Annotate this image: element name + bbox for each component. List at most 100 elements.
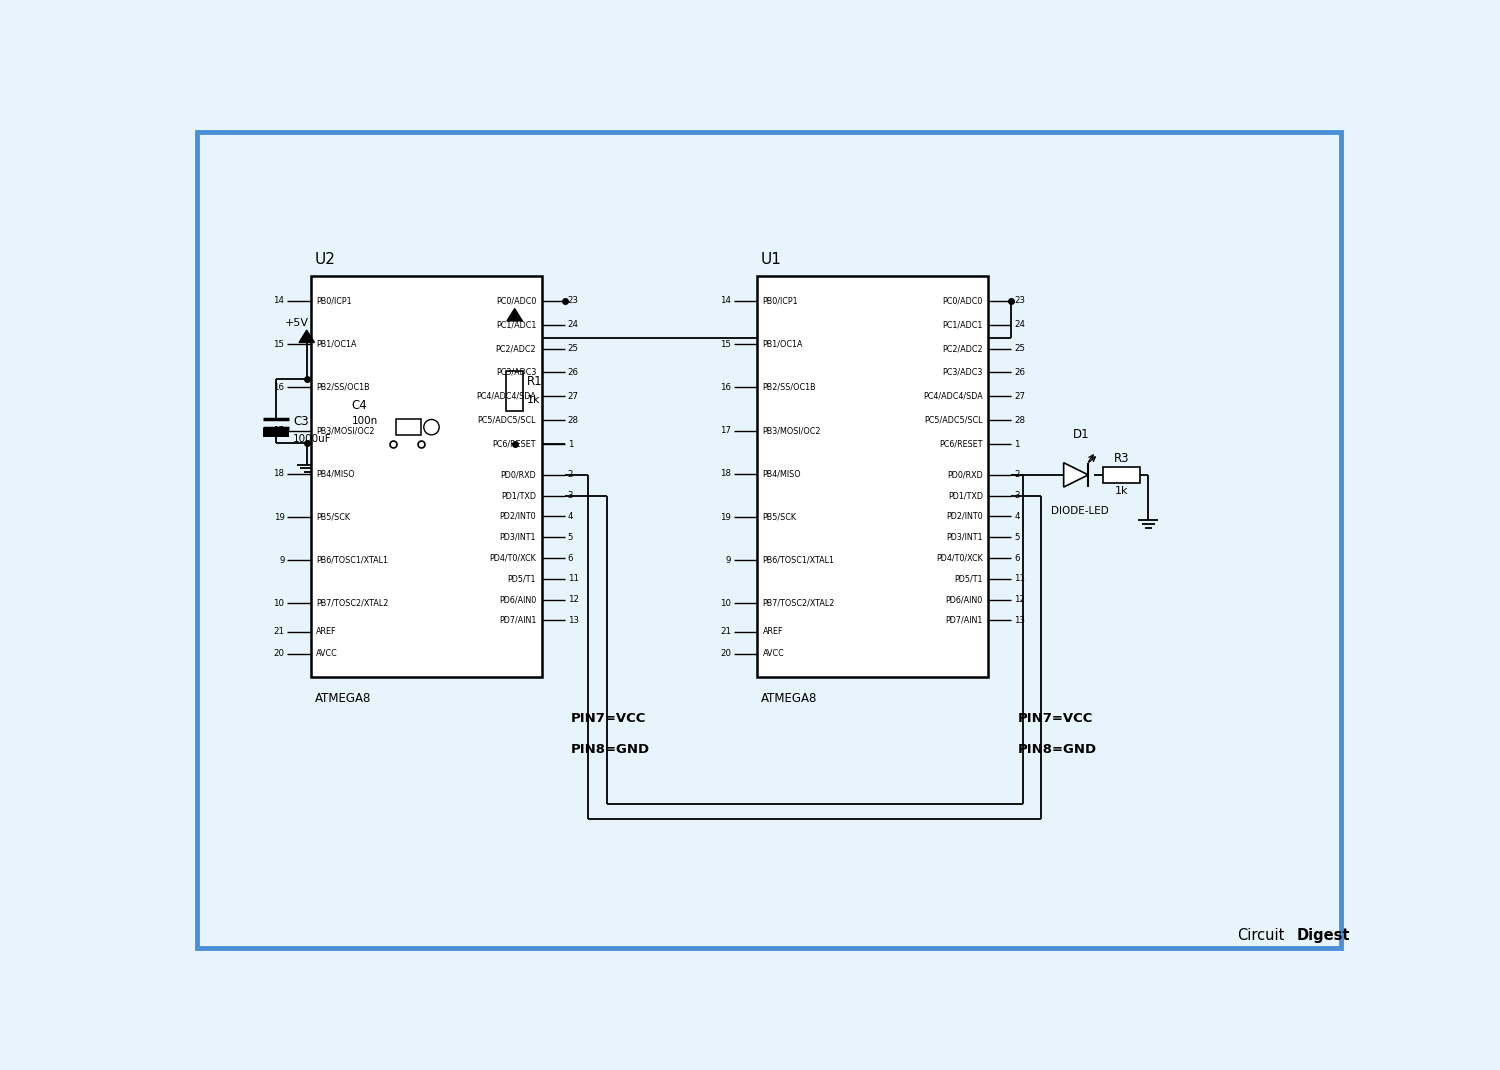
Text: U1: U1	[760, 251, 782, 266]
Text: PD7/AIN1: PD7/AIN1	[500, 616, 536, 625]
Text: 3: 3	[568, 491, 573, 500]
Text: AREF: AREF	[316, 627, 336, 637]
Text: PC3/ADC3: PC3/ADC3	[942, 368, 982, 377]
Text: 26: 26	[1014, 368, 1026, 377]
Text: 6: 6	[1014, 553, 1020, 563]
Text: 23: 23	[568, 296, 579, 305]
Text: PD4/T0/XCK: PD4/T0/XCK	[489, 553, 536, 563]
Text: PB0/ICP1: PB0/ICP1	[316, 296, 351, 305]
Text: 18: 18	[720, 470, 730, 478]
Text: PC3/ADC3: PC3/ADC3	[496, 368, 536, 377]
Text: R1: R1	[526, 376, 543, 388]
Text: AVCC: AVCC	[762, 649, 784, 658]
Text: 1: 1	[1014, 440, 1020, 448]
Polygon shape	[1064, 462, 1088, 487]
Text: 4: 4	[1014, 511, 1020, 521]
Text: 4: 4	[568, 511, 573, 521]
Text: 1k: 1k	[1114, 486, 1128, 496]
Polygon shape	[507, 308, 522, 321]
Text: AVCC: AVCC	[316, 649, 338, 658]
Text: PC6/RESET: PC6/RESET	[492, 440, 536, 448]
Text: PC6/RESET: PC6/RESET	[939, 440, 982, 448]
Text: PD2/INT0: PD2/INT0	[500, 511, 536, 521]
Text: PB0/ICP1: PB0/ICP1	[762, 296, 798, 305]
Text: PC5/ADC5/SCL: PC5/ADC5/SCL	[477, 416, 536, 425]
Text: 12: 12	[1014, 595, 1026, 605]
Text: 16: 16	[273, 383, 285, 392]
Text: 27: 27	[568, 392, 579, 401]
Text: Digest: Digest	[1296, 928, 1350, 943]
Text: 16: 16	[720, 383, 730, 392]
Text: PIN7=VCC: PIN7=VCC	[1017, 713, 1094, 725]
Text: 17: 17	[273, 426, 285, 435]
Circle shape	[424, 419, 439, 434]
Text: 13: 13	[1014, 616, 1026, 625]
Text: 1: 1	[429, 423, 433, 431]
Bar	[506, 371, 524, 411]
Text: 11: 11	[1014, 575, 1026, 583]
Bar	[1102, 468, 1140, 483]
Text: 14: 14	[273, 296, 285, 305]
Text: PB4/MISO: PB4/MISO	[762, 470, 801, 478]
Text: 1000uF: 1000uF	[292, 433, 332, 444]
Text: PC2/ADC2: PC2/ADC2	[942, 345, 982, 353]
Text: C3: C3	[292, 415, 309, 428]
Text: PB1/OC1A: PB1/OC1A	[316, 339, 357, 349]
Text: PB5/SCK: PB5/SCK	[762, 513, 796, 521]
Text: PB7/TOSC2/XTAL2: PB7/TOSC2/XTAL2	[762, 599, 836, 608]
Text: PB5/SCK: PB5/SCK	[316, 513, 350, 521]
Text: PB1/OC1A: PB1/OC1A	[762, 339, 802, 349]
Text: 25: 25	[568, 345, 579, 353]
Text: PC1/ADC1: PC1/ADC1	[496, 320, 536, 330]
Text: PB2/SS/OC1B: PB2/SS/OC1B	[316, 383, 369, 392]
Text: 5: 5	[1014, 533, 1020, 541]
Text: 2: 2	[1014, 471, 1020, 479]
Polygon shape	[298, 331, 315, 342]
Text: 21: 21	[720, 627, 730, 637]
Text: 20: 20	[273, 649, 285, 658]
Bar	[310, 276, 542, 676]
Text: 100n: 100n	[351, 416, 378, 426]
Text: PD0/RXD: PD0/RXD	[946, 471, 982, 479]
Text: ATMEGA8: ATMEGA8	[315, 691, 370, 705]
Text: 11: 11	[568, 575, 579, 583]
Text: PD4/T0/XCK: PD4/T0/XCK	[936, 553, 982, 563]
Text: PC0/ADC0: PC0/ADC0	[942, 296, 982, 305]
Text: PB6/TOSC1/XTAL1: PB6/TOSC1/XTAL1	[316, 555, 388, 565]
Text: 19: 19	[720, 513, 730, 521]
Text: 27: 27	[1014, 392, 1026, 401]
Text: PD3/INT1: PD3/INT1	[500, 533, 536, 541]
Text: 24: 24	[1014, 320, 1026, 330]
Text: PD1/TXD: PD1/TXD	[501, 491, 536, 500]
Text: 12: 12	[568, 595, 579, 605]
Text: PC1/ADC1: PC1/ADC1	[942, 320, 982, 330]
Text: 15: 15	[720, 339, 730, 349]
Bar	[396, 419, 422, 434]
Text: U2: U2	[315, 251, 336, 266]
Text: 23: 23	[1014, 296, 1026, 305]
Text: R3: R3	[1113, 453, 1130, 465]
Text: PC4/ADC4/SDA: PC4/ADC4/SDA	[922, 392, 982, 401]
Text: PC4/ADC4/SDA: PC4/ADC4/SDA	[477, 392, 536, 401]
Text: 28: 28	[568, 416, 579, 425]
Text: 6: 6	[568, 553, 573, 563]
Text: PB7/TOSC2/XTAL2: PB7/TOSC2/XTAL2	[316, 599, 388, 608]
Text: 10: 10	[720, 599, 730, 608]
Text: 18: 18	[273, 470, 285, 478]
Text: DIODE-LED: DIODE-LED	[1052, 506, 1108, 516]
Text: PD6/AIN0: PD6/AIN0	[945, 595, 982, 605]
Text: PB4/MISO: PB4/MISO	[316, 470, 354, 478]
Text: 2: 2	[568, 471, 573, 479]
Text: Circuit: Circuit	[1238, 928, 1284, 943]
Text: PB3/MOSI/OC2: PB3/MOSI/OC2	[762, 426, 820, 435]
Text: 24: 24	[568, 320, 579, 330]
Text: 19: 19	[273, 513, 285, 521]
Text: PD7/AIN1: PD7/AIN1	[945, 616, 982, 625]
Text: 13: 13	[568, 616, 579, 625]
Text: +5V: +5V	[285, 318, 309, 328]
Text: 14: 14	[720, 296, 730, 305]
Text: PC0/ADC0: PC0/ADC0	[496, 296, 536, 305]
Text: PB2/SS/OC1B: PB2/SS/OC1B	[762, 383, 816, 392]
Text: PIN7=VCC: PIN7=VCC	[572, 713, 646, 725]
Text: 10: 10	[273, 599, 285, 608]
